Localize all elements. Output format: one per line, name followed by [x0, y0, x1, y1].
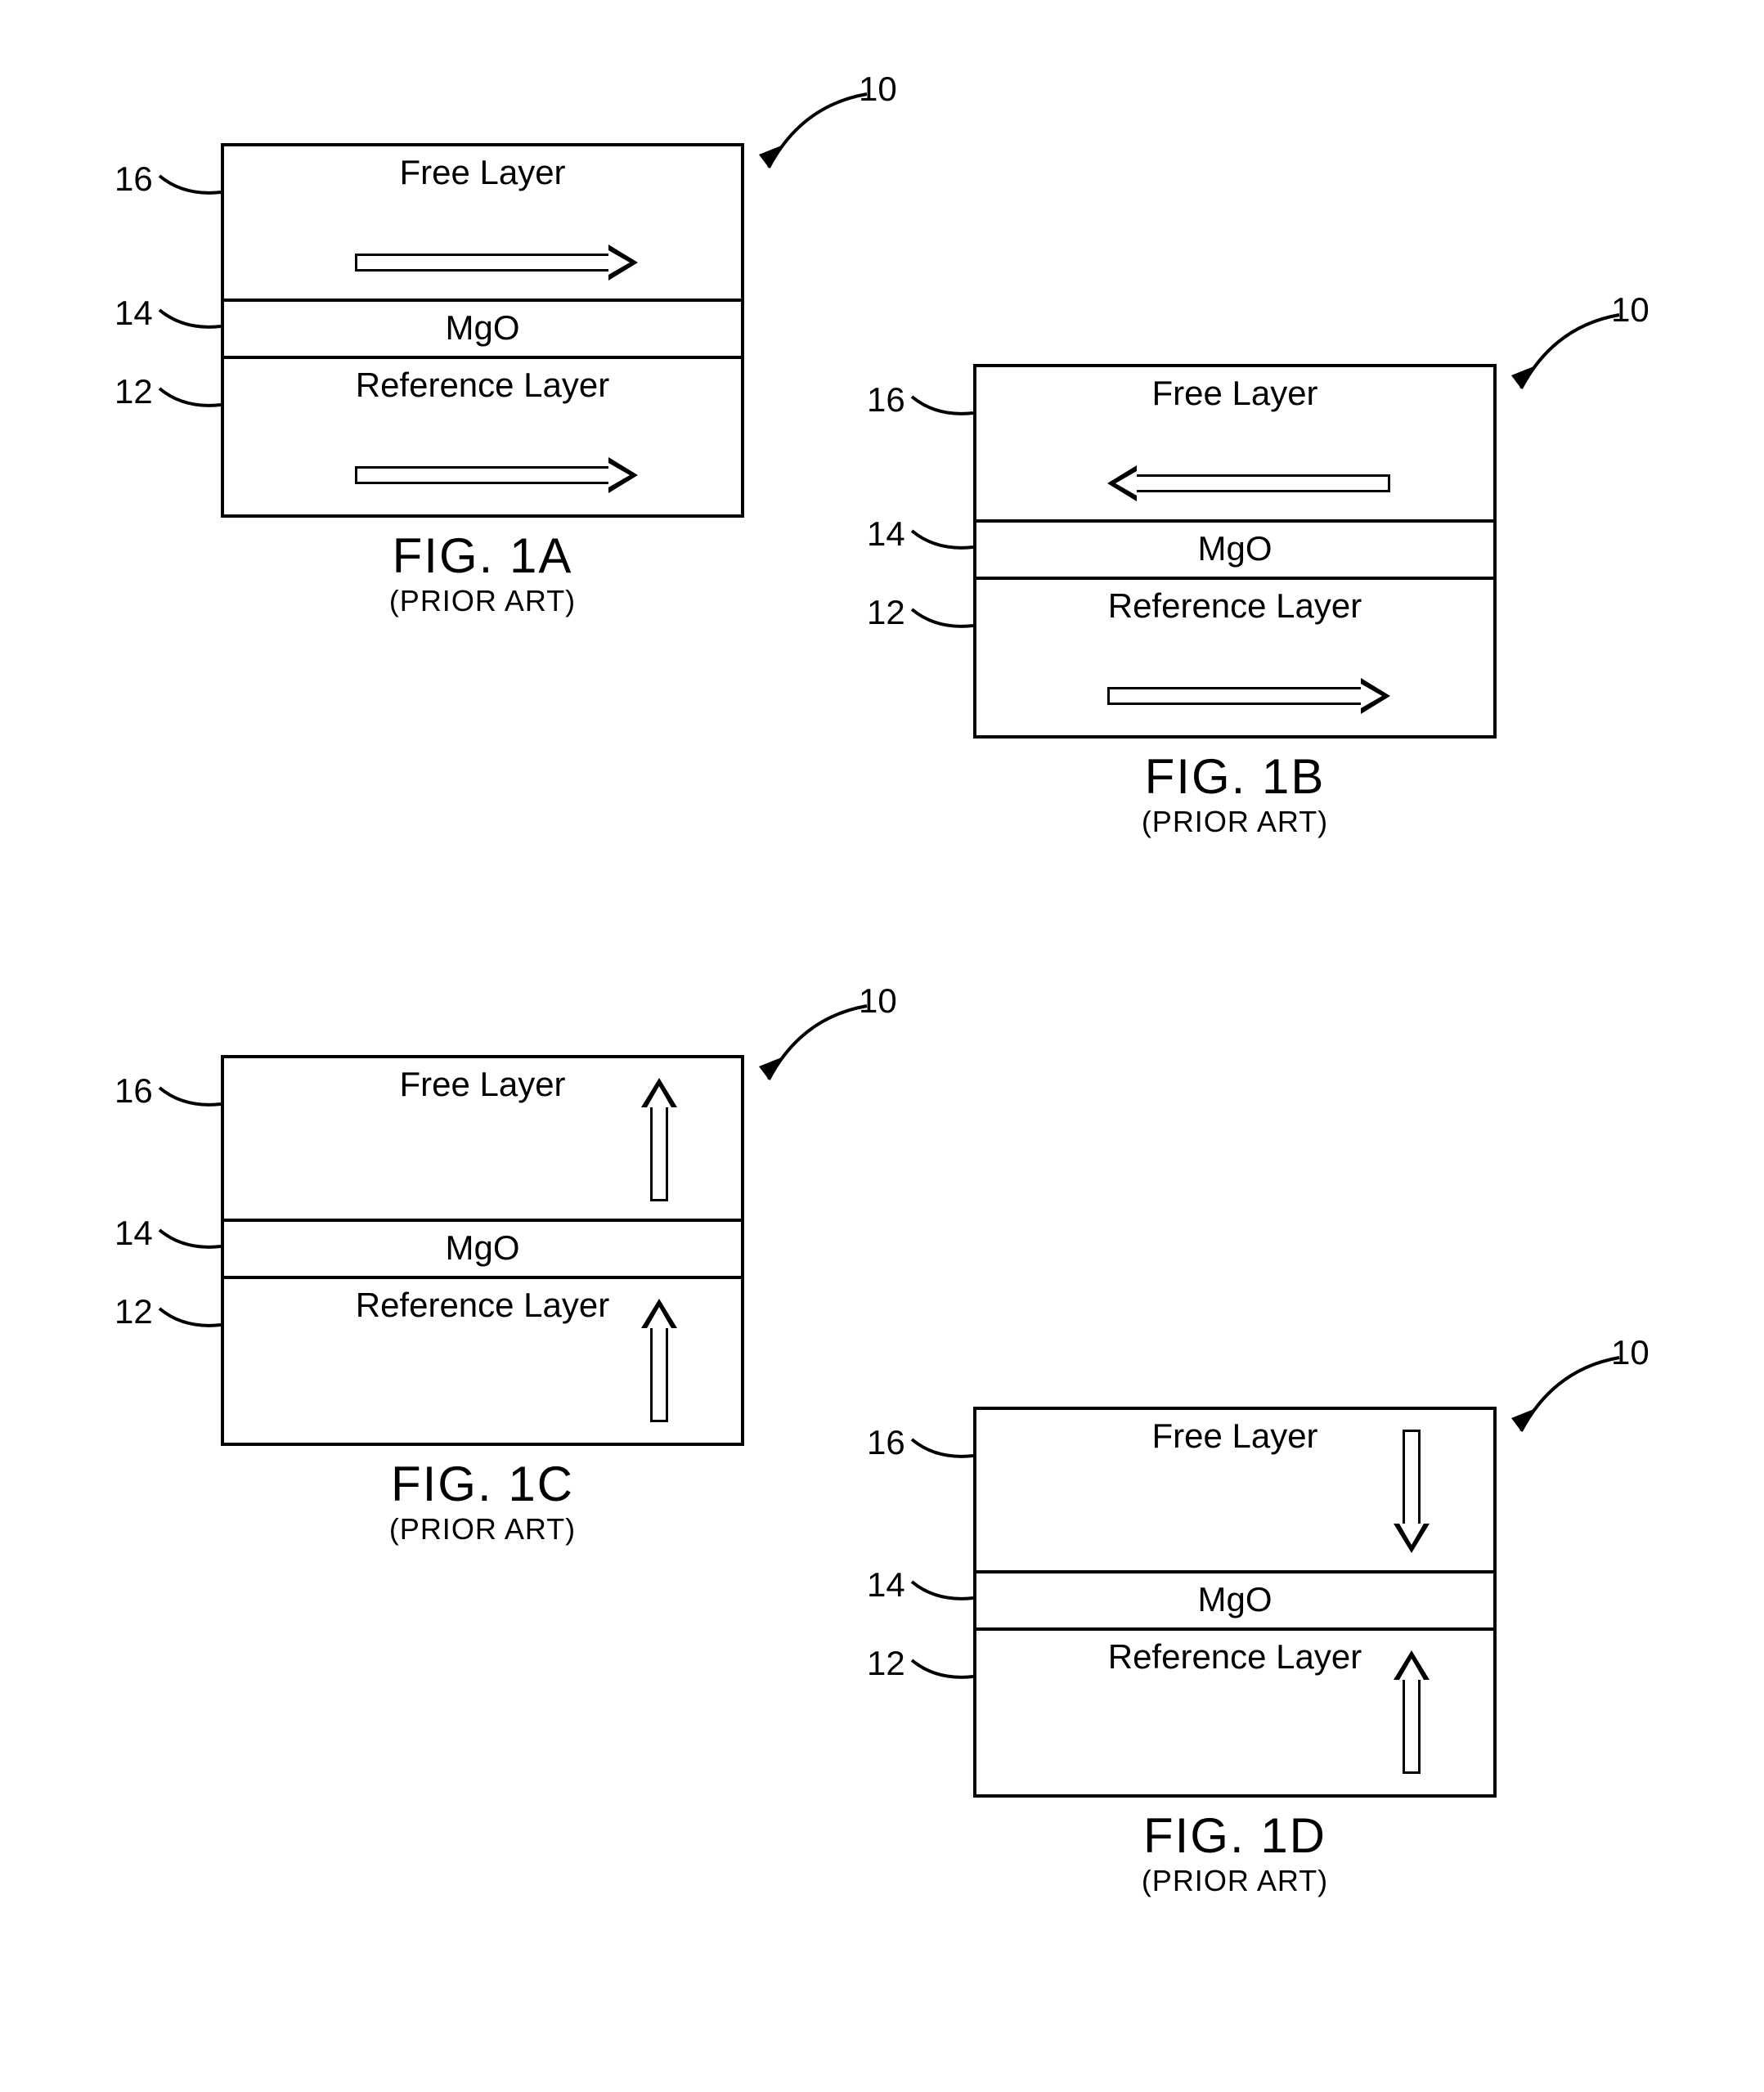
leader-curve-icon [1505, 307, 1627, 405]
leader-line-icon [908, 601, 981, 642]
figure-caption: FIG. 1C(PRIOR ART) [221, 1456, 744, 1547]
leader-line-icon [155, 1222, 229, 1263]
ref-num-14: 14 [114, 1214, 153, 1253]
ref-num-14: 14 [114, 294, 153, 333]
ref-num-14: 14 [867, 1565, 905, 1605]
arrow-down-icon [1394, 1430, 1430, 1553]
layer-label: Reference Layer [1108, 1637, 1362, 1677]
figure-label: FIG. 1A [221, 527, 744, 584]
ref-num-12: 12 [867, 593, 905, 632]
layer-label: Free Layer [399, 1065, 565, 1104]
layer-label: Free Layer [1151, 374, 1317, 413]
layer-reference-layer: Reference Layer [976, 1631, 1493, 1794]
figure-label: FIG. 1C [221, 1456, 744, 1512]
leader-line-icon [155, 168, 229, 209]
layer-mgo: MgO [224, 1222, 741, 1279]
prior-art-label: (PRIOR ART) [221, 584, 744, 618]
ref-num-16: 16 [867, 1423, 905, 1462]
figure-caption: FIG. 1B(PRIOR ART) [973, 748, 1497, 839]
arrow-right-icon [1107, 678, 1390, 714]
ref-num-16: 16 [114, 159, 153, 199]
layer-label: Reference Layer [356, 1286, 610, 1325]
arrow-right-icon [355, 457, 638, 493]
layer-free-layer: Free Layer [224, 1058, 741, 1222]
layer-reference-layer: Reference Layer [224, 359, 741, 514]
layer-stack: Free Layer MgO Reference Layer [973, 364, 1497, 738]
layer-label: Free Layer [1151, 1416, 1317, 1456]
layer-mgo: MgO [976, 523, 1493, 580]
leader-curve-icon [752, 86, 875, 184]
ref-num-12: 12 [867, 1644, 905, 1683]
leader-line-icon [908, 1573, 981, 1614]
layer-label: Reference Layer [1108, 586, 1362, 626]
layer-label: MgO [445, 308, 519, 348]
leader-line-icon [908, 1652, 981, 1693]
leader-line-icon [908, 388, 981, 429]
layer-label: MgO [445, 1228, 519, 1268]
prior-art-label: (PRIOR ART) [973, 1864, 1497, 1898]
ref-num-12: 12 [114, 372, 153, 411]
layer-free-layer: Free Layer [224, 146, 741, 302]
leader-line-icon [155, 1080, 229, 1120]
leader-line-icon [155, 380, 229, 421]
layer-free-layer: Free Layer [976, 1410, 1493, 1573]
layer-free-layer: Free Layer [976, 367, 1493, 523]
leader-curve-icon [752, 998, 875, 1096]
arrow-left-icon [1107, 465, 1390, 501]
ref-num-16: 16 [867, 380, 905, 420]
figure-caption: FIG. 1D(PRIOR ART) [973, 1807, 1497, 1898]
layer-reference-layer: Reference Layer [976, 580, 1493, 735]
layer-label: MgO [1197, 529, 1272, 568]
layer-stack: Free Layer MgO Reference Layer [221, 143, 744, 518]
leader-curve-icon [1505, 1349, 1627, 1448]
layer-label: Free Layer [399, 153, 565, 192]
layer-stack: Free Layer MgO Reference Layer [221, 1055, 744, 1446]
layer-mgo: MgO [224, 302, 741, 359]
figure-1a: 161412Free LayerMgOReference Layer10FIG.… [221, 143, 744, 618]
figure-caption: FIG. 1A(PRIOR ART) [221, 527, 744, 618]
arrow-up-icon [1394, 1650, 1430, 1774]
leader-line-icon [908, 1431, 981, 1472]
layer-label: Reference Layer [356, 366, 610, 405]
layer-stack: Free Layer MgO Reference Layer [973, 1407, 1497, 1798]
leader-line-icon [155, 1300, 229, 1341]
arrow-right-icon [355, 245, 638, 281]
layer-reference-layer: Reference Layer [224, 1279, 741, 1443]
arrow-up-icon [641, 1078, 677, 1201]
ref-num-14: 14 [867, 514, 905, 554]
prior-art-label: (PRIOR ART) [973, 805, 1497, 839]
layer-label: MgO [1197, 1580, 1272, 1619]
ref-num-16: 16 [114, 1071, 153, 1111]
leader-line-icon [908, 523, 981, 563]
arrow-up-icon [641, 1299, 677, 1422]
prior-art-label: (PRIOR ART) [221, 1512, 744, 1547]
ref-num-12: 12 [114, 1292, 153, 1331]
figure-1d: 161412Free LayerMgOReference Layer10FIG.… [973, 1407, 1497, 1898]
layer-mgo: MgO [976, 1573, 1493, 1631]
figure-label: FIG. 1B [973, 748, 1497, 805]
figure-1c: 161412Free LayerMgOReference Layer10FIG.… [221, 1055, 744, 1547]
leader-line-icon [155, 302, 229, 343]
figure-label: FIG. 1D [973, 1807, 1497, 1864]
figure-1b: 161412Free LayerMgOReference Layer10FIG.… [973, 364, 1497, 839]
